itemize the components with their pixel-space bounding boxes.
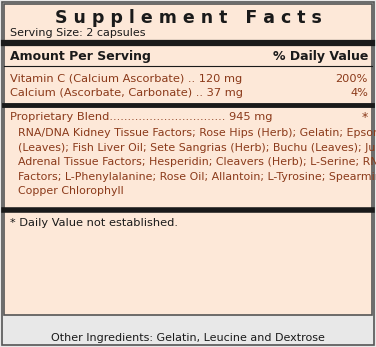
Text: Factors; L-Phenylalanine; Rose Oil; Allantoin; L-Tyrosine; Spearmint Oil; Aloe V: Factors; L-Phenylalanine; Rose Oil; Alla… <box>18 171 376 181</box>
Text: Adrenal Tissue Factors; Hesperidin; Cleavers (Herb); L-Serine; RNA/DNA Thalamus : Adrenal Tissue Factors; Hesperidin; Clea… <box>18 157 376 167</box>
Text: (Leaves); Fish Liver Oil; Sete Sangrias (Herb); Buchu (Leaves); Juniper Berries;: (Leaves); Fish Liver Oil; Sete Sangrias … <box>18 143 376 152</box>
Text: 200%: 200% <box>336 74 368 84</box>
Text: Other Ingredients: Gelatin, Leucine and Dextrose: Other Ingredients: Gelatin, Leucine and … <box>51 333 325 343</box>
Text: S u p p l e m e n t   F a c t s: S u p p l e m e n t F a c t s <box>55 9 321 27</box>
Text: RNA/DNA Kidney Tissue Factors; Rose Hips (Herb); Gelatin; Epsom Salt; Cha De Bug: RNA/DNA Kidney Tissue Factors; Rose Hips… <box>18 128 376 138</box>
Text: Proprietary Blend................................ 945 mg: Proprietary Blend.......................… <box>10 112 273 122</box>
Text: Amount Per Serving: Amount Per Serving <box>10 50 151 62</box>
Text: * Daily Value not established.: * Daily Value not established. <box>10 218 178 228</box>
Text: 4%: 4% <box>350 88 368 98</box>
Text: Serving Size: 2 capsules: Serving Size: 2 capsules <box>10 28 146 38</box>
Bar <box>4 4 372 315</box>
Text: Vitamin C (Calcium Ascorbate) .. 120 mg: Vitamin C (Calcium Ascorbate) .. 120 mg <box>10 74 242 84</box>
Text: *: * <box>362 110 368 124</box>
Text: % Daily Value: % Daily Value <box>273 50 368 62</box>
Text: Copper Chlorophyll: Copper Chlorophyll <box>18 186 124 196</box>
Text: Calcium (Ascorbate, Carbonate) .. 37 mg: Calcium (Ascorbate, Carbonate) .. 37 mg <box>10 88 243 98</box>
